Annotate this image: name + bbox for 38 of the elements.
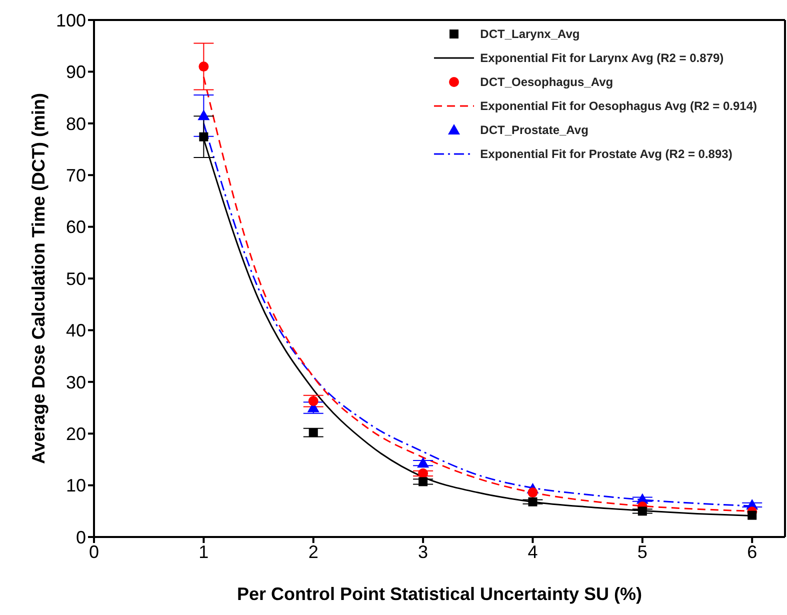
point — [417, 457, 430, 468]
point — [748, 510, 757, 520]
x-tick-label: 0 — [88, 542, 100, 562]
point — [308, 428, 318, 438]
y-tick-label: 30 — [66, 372, 86, 392]
x-tick-label: 4 — [528, 542, 538, 562]
legend-label: Exponential Fit for Prostate Avg (R2 = 0.893) — [480, 147, 732, 161]
point — [198, 110, 210, 120]
y-tick-label: 70 — [66, 165, 86, 186]
y-tick-label: 100 — [56, 10, 86, 30]
point — [528, 488, 538, 498]
x-tick-label: 5 — [637, 542, 648, 562]
y-tick-label: 80 — [66, 114, 86, 134]
x-tick-label: 1 — [198, 542, 209, 562]
point — [308, 396, 318, 406]
point — [418, 468, 428, 478]
legend-label: DCT_Oesophagus_Avg — [480, 75, 614, 89]
y-tick-label: 40 — [66, 320, 86, 341]
legend-label: Exponential Fit for Larynx Avg (R2 = 0.879) — [480, 51, 724, 65]
y-tick-label: 10 — [66, 476, 86, 496]
point — [198, 62, 209, 72]
x-tick-label: 2 — [308, 542, 318, 562]
legend-label: DCT_Larynx_Avg — [480, 27, 580, 41]
y-axis-title: Average Dose Calculation Time (DCT) (min) — [28, 92, 48, 464]
y-tick-label: 20 — [66, 424, 86, 444]
legend-label: Exponential Fit for Oesophagus Avg (R2 = 0.914) — [480, 99, 757, 113]
y-tick-label: 60 — [66, 217, 86, 238]
y-tick-label: 0 — [76, 527, 86, 548]
point — [638, 506, 647, 516]
x-tick-label: 3 — [418, 542, 428, 562]
x-axis-title: Per Control Point Statistical Uncertainty SU (%) — [236, 584, 642, 604]
legend-label: DCT_Prostate_Avg — [480, 123, 588, 137]
y-tick-label: 50 — [66, 268, 86, 289]
point — [199, 132, 208, 142]
x-tick-label: 6 — [747, 542, 758, 562]
point — [528, 497, 538, 506]
point — [418, 477, 428, 486]
y-tick-label: 90 — [66, 62, 86, 82]
